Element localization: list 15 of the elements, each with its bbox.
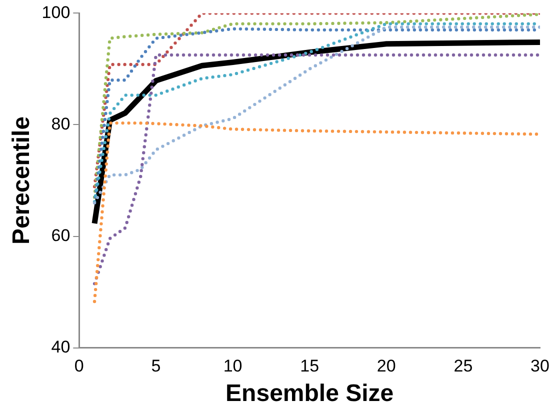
x-tick-label: 20 xyxy=(376,356,396,376)
line-series xyxy=(92,53,540,286)
line-series xyxy=(92,121,540,304)
x-axis-title: Ensemble Size xyxy=(226,380,394,408)
x-tick-label: 0 xyxy=(74,356,84,376)
x-tick-label: 5 xyxy=(151,356,161,376)
x-tick-label: 10 xyxy=(223,356,242,376)
y-tick-label: 80 xyxy=(51,114,70,134)
x-tick-label: 15 xyxy=(300,356,320,376)
y-axis-title: Perecentile xyxy=(8,116,36,245)
y-tick-label: 60 xyxy=(51,226,70,245)
x-tick-label: 25 xyxy=(454,356,473,376)
x-tick-label: 30 xyxy=(530,356,550,376)
y-tick-label: 40 xyxy=(51,337,70,356)
y-tick-label: 100 xyxy=(42,2,70,22)
